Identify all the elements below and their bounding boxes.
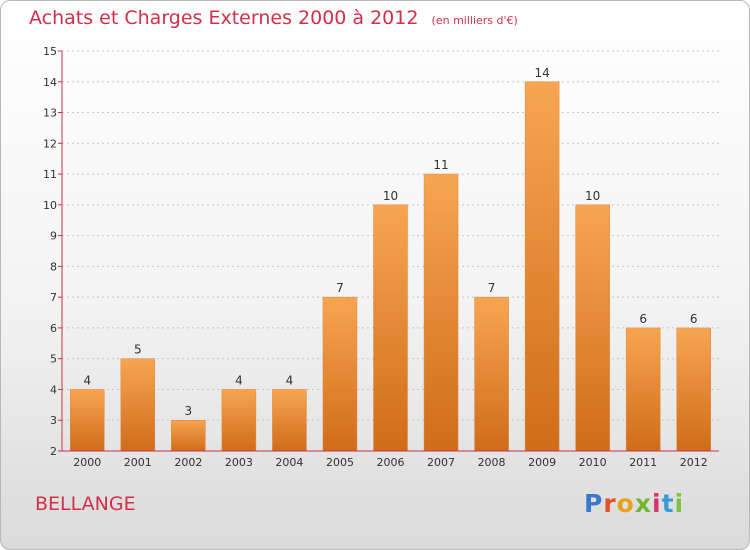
y-tick-label: 13 (43, 107, 57, 120)
bar (474, 296, 509, 452)
data-label: 14 (534, 66, 549, 80)
y-tick-label: 8 (50, 260, 57, 273)
data-label: 6 (690, 312, 698, 326)
data-label: 7 (488, 281, 496, 295)
data-label: 4 (235, 373, 243, 387)
x-tick-label: 2011 (629, 456, 657, 469)
axes: 2 3 4 5 6 7 8 9 10 11 12 13 14 15 2000 2001 2002 2003 2004… (43, 45, 719, 469)
y-tick-label: 7 (50, 291, 57, 304)
x-tick-label: 2001 (124, 456, 152, 469)
bar (272, 389, 307, 452)
y-tick-label: 11 (43, 168, 57, 181)
bar (575, 204, 610, 452)
x-tick-label: 2007 (427, 456, 455, 469)
x-tick-label: 2002 (174, 456, 202, 469)
chart-title-main: Achats et Charges Externes 2000 à 2012 (29, 7, 419, 29)
y-tick-label: 6 (50, 322, 57, 335)
data-label: 4 (286, 373, 294, 387)
y-tick-label: 10 (43, 199, 57, 212)
logo-letter: i (652, 489, 662, 518)
x-tick-label: 2010 (579, 456, 607, 469)
x-tick-label: 2006 (377, 456, 405, 469)
x-tick-label: 2004 (275, 456, 303, 469)
data-label: 5 (134, 343, 142, 357)
bar (221, 389, 257, 452)
commune-name: BELLANGE (35, 493, 136, 515)
logo-letter: i (674, 489, 685, 518)
logo-letter: o (616, 489, 635, 518)
data-label: 11 (433, 158, 448, 172)
chart-unit-label: (en milliers d'€) (431, 14, 518, 27)
logo-letter: P (584, 489, 604, 518)
x-tick-label: 2008 (478, 456, 506, 469)
data-label: 7 (336, 281, 344, 295)
data-label: 10 (383, 189, 398, 203)
data-label: 4 (83, 373, 91, 387)
proxiti-logo: Proxiti (584, 489, 684, 518)
y-tick-label: 4 (50, 383, 57, 396)
y-tick-label: 15 (43, 45, 57, 58)
x-tick-label: 2005 (326, 456, 354, 469)
y-tick-label: 2 (50, 445, 57, 458)
x-tick-label: 2000 (73, 456, 101, 469)
bar (423, 173, 459, 452)
logo-letter: r (603, 489, 617, 518)
bar (70, 389, 105, 452)
data-label: 10 (585, 189, 600, 203)
bar (625, 327, 661, 452)
bars: 4 5 3 4 4 7 10 11 7 14 10 6 6 (70, 66, 711, 452)
data-label: 3 (185, 404, 193, 418)
data-label: 6 (639, 312, 647, 326)
chart-title: Achats et Charges Externes 2000 à 2012 (… (29, 7, 518, 29)
bar (524, 81, 560, 452)
bar (120, 358, 156, 452)
x-tick-label: 2009 (528, 456, 556, 469)
bar (322, 296, 358, 452)
x-tick-label: 2012 (680, 456, 708, 469)
logo-letter: x (634, 489, 652, 518)
y-tick-label: 3 (50, 414, 57, 427)
y-tick-label: 14 (43, 76, 57, 89)
logo-letter: t (661, 489, 675, 518)
y-tick-label: 12 (43, 137, 57, 150)
y-tick-label: 9 (50, 230, 57, 243)
x-tick-label: 2003 (225, 456, 253, 469)
bar (373, 204, 408, 452)
bar (676, 327, 711, 452)
y-tick-label: 5 (50, 353, 57, 366)
bar (171, 419, 206, 452)
